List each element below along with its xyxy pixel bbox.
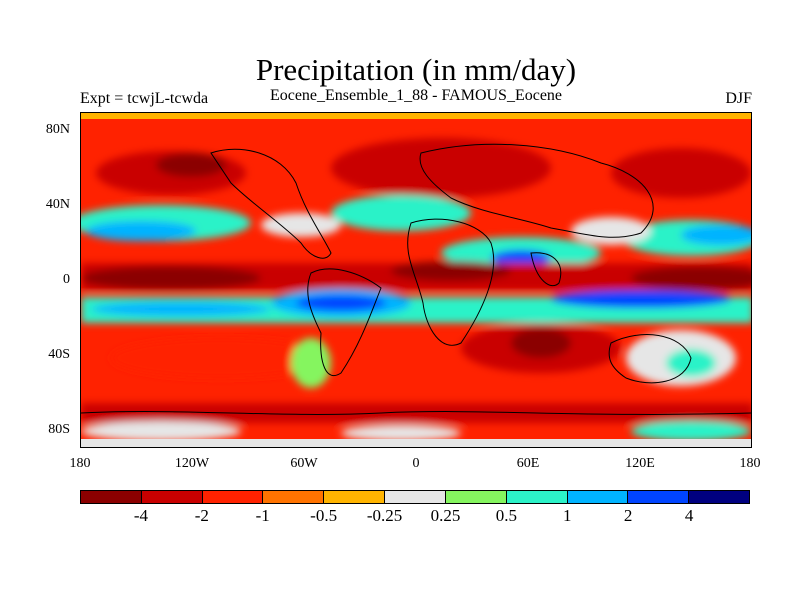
lon-tick-label: 180 bbox=[69, 456, 91, 471]
coastline-africa bbox=[407, 218, 495, 346]
wet-core bbox=[491, 250, 551, 266]
wet-band bbox=[331, 195, 471, 231]
colorbar-label: -2 bbox=[194, 506, 209, 525]
experiment-label: Expt = tcwjL-tcwda bbox=[80, 90, 209, 107]
lat-tick-label: 40N bbox=[45, 197, 70, 212]
lat-tick-label: 40S bbox=[48, 347, 70, 362]
dry-core bbox=[511, 328, 571, 358]
dry-core bbox=[391, 261, 511, 281]
map-svg bbox=[81, 113, 751, 447]
dry-patch bbox=[111, 338, 331, 378]
colorbar-swatch bbox=[202, 491, 264, 503]
colorbar-label: 2 bbox=[623, 506, 633, 525]
wet-band bbox=[666, 349, 716, 377]
neutral-area bbox=[341, 425, 461, 441]
lon-tick-label: 60E bbox=[516, 456, 540, 471]
dry-patch bbox=[611, 148, 751, 198]
coastline-australia bbox=[608, 334, 692, 384]
wet-band bbox=[86, 221, 196, 241]
coastlines bbox=[81, 143, 751, 415]
wet-band bbox=[291, 338, 331, 388]
dry-core bbox=[81, 266, 261, 290]
lon-tick-label: 0 bbox=[412, 456, 420, 471]
colorbar-swatch bbox=[506, 491, 568, 503]
wet-core bbox=[91, 302, 271, 316]
main-title: Precipitation (in mm/day) bbox=[255, 52, 577, 87]
wet-core bbox=[551, 290, 731, 308]
colorbar-label: 0.5 bbox=[495, 506, 517, 525]
colorbar-label: -0.5 bbox=[310, 506, 338, 525]
colorbar-label: -1 bbox=[255, 506, 270, 525]
neutral-area bbox=[261, 213, 341, 237]
colorbar-swatch bbox=[263, 491, 325, 503]
coastline-south-america bbox=[307, 268, 382, 376]
colorbar-swatch bbox=[141, 491, 203, 503]
colorbar-label: -0.25 bbox=[366, 506, 403, 525]
anomaly-field bbox=[81, 138, 751, 441]
polar-strip bbox=[81, 113, 751, 119]
season-label: DJF bbox=[725, 90, 752, 107]
colorbar-swatch bbox=[81, 491, 142, 503]
coastline-india bbox=[530, 252, 562, 287]
colorbar-swatch bbox=[567, 491, 629, 503]
lat-tick-label: 80N bbox=[45, 122, 70, 137]
southern-dry-band bbox=[81, 403, 751, 423]
precipitation-map bbox=[80, 112, 752, 448]
lat-tick-label: 80S bbox=[48, 422, 70, 437]
wet-band bbox=[681, 225, 751, 245]
dry-patch bbox=[331, 138, 551, 198]
ensemble-label: Eocene_Ensemble_1_88 - FAMOUS_Eocene bbox=[269, 87, 563, 104]
dry-core bbox=[631, 266, 751, 290]
wet-band bbox=[631, 421, 751, 441]
neutral-area bbox=[571, 217, 651, 245]
colorbar bbox=[80, 490, 750, 504]
colorbar-swatch bbox=[689, 491, 749, 503]
colorbar-label: 1 bbox=[563, 506, 572, 525]
wet-core bbox=[296, 295, 386, 311]
coastline-north-america bbox=[210, 148, 332, 259]
lon-tick-label: 120W bbox=[174, 456, 210, 471]
colorbar-label: 4 bbox=[684, 506, 694, 525]
neutral-area bbox=[81, 421, 241, 441]
coastline-antarctica bbox=[81, 411, 751, 415]
colorbar-swatch bbox=[445, 491, 507, 503]
colorbar-label: -4 bbox=[133, 506, 148, 525]
coastline-eurasia bbox=[419, 143, 654, 238]
lon-tick-label: 180 bbox=[739, 456, 761, 471]
lon-tick-label: 60W bbox=[290, 456, 318, 471]
colorbar-swatch bbox=[385, 491, 446, 503]
colorbar-label: 0.25 bbox=[430, 506, 461, 525]
colorbar-swatch bbox=[628, 491, 690, 503]
dry-patch bbox=[156, 153, 226, 177]
lat-tick-label: 0 bbox=[63, 272, 70, 287]
colorbar-swatch bbox=[324, 491, 386, 503]
polar-strip bbox=[81, 439, 751, 447]
lon-tick-label: 120E bbox=[625, 456, 655, 471]
